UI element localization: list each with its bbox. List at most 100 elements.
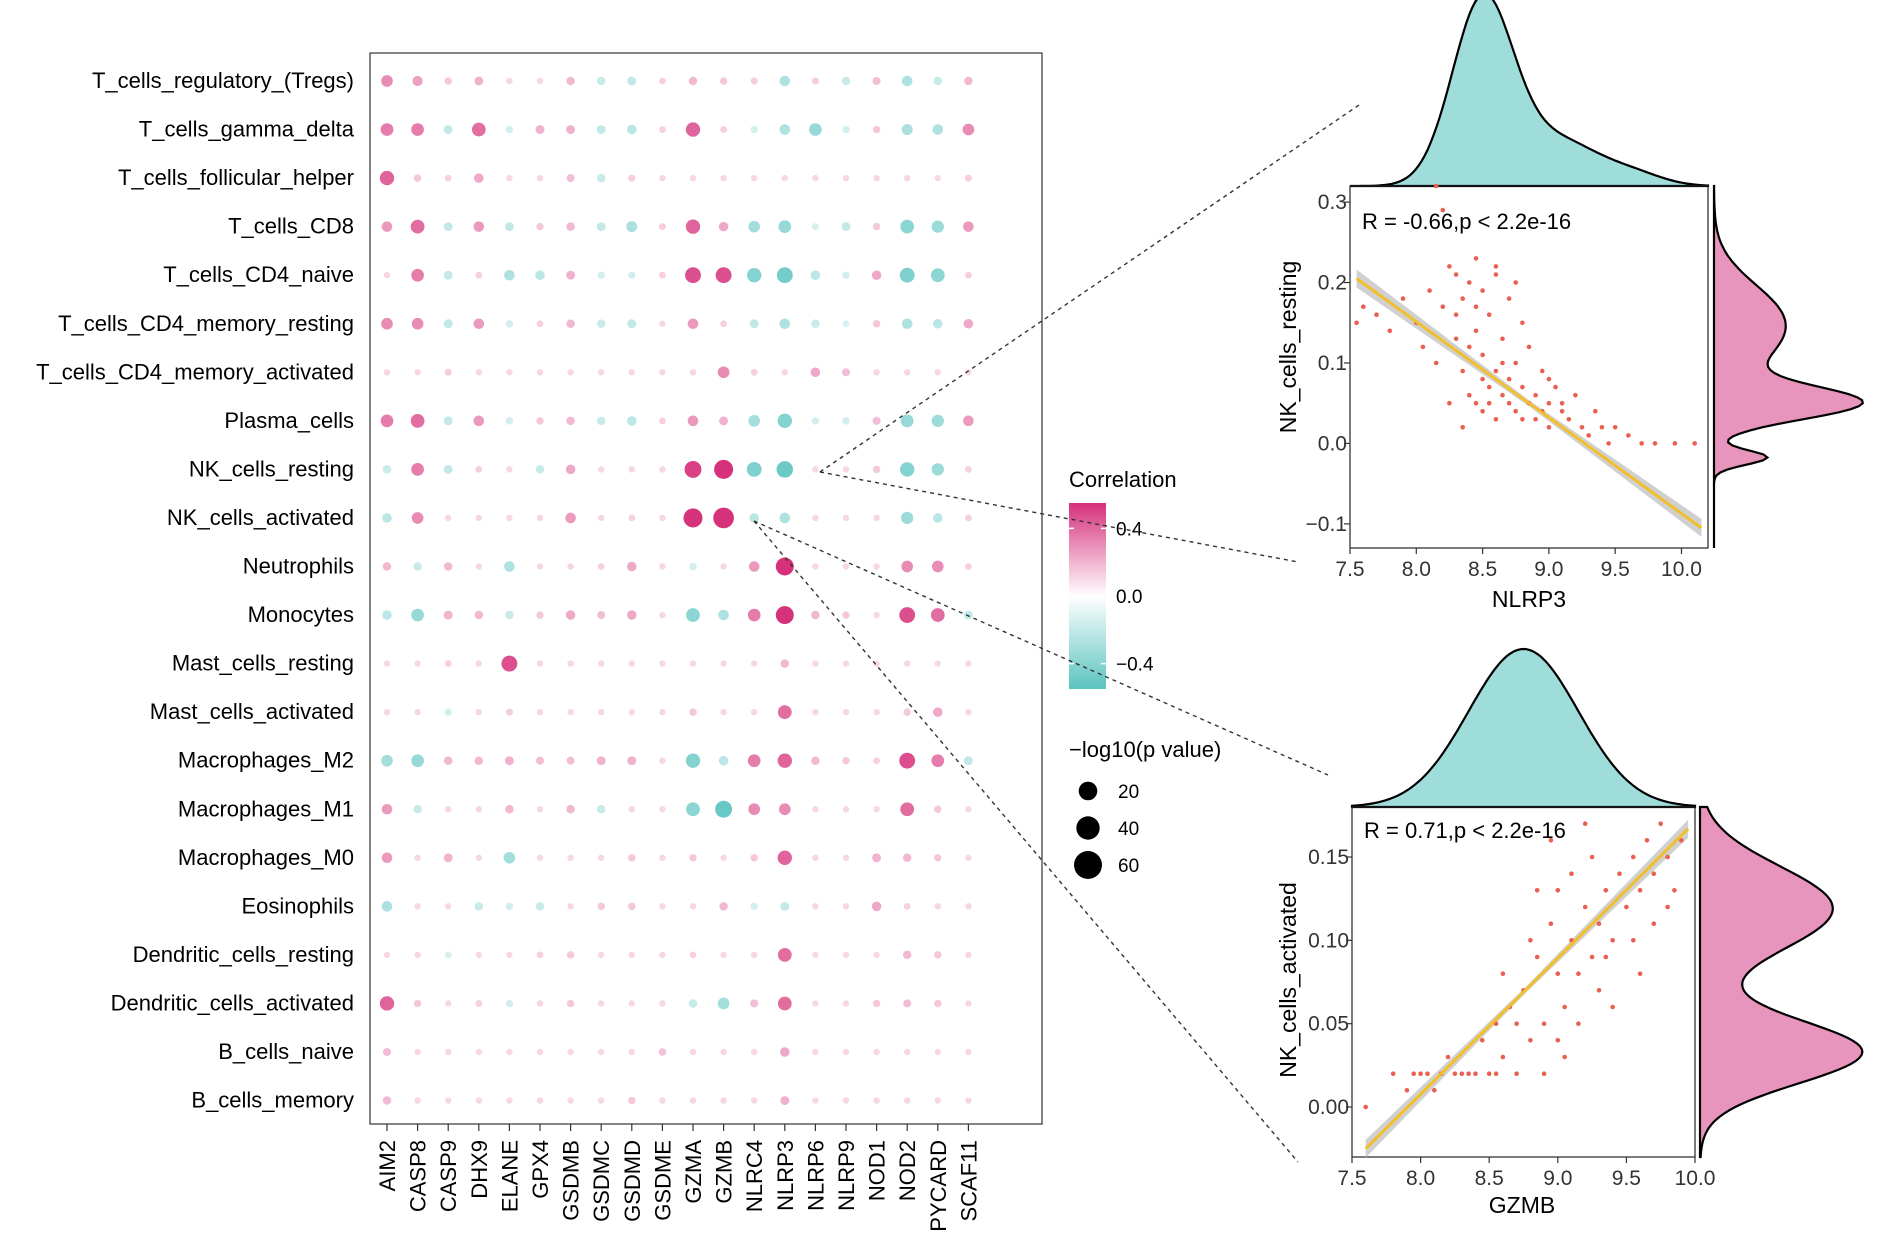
heatmap-dot: [780, 1096, 790, 1106]
scatter-point: [1672, 441, 1678, 446]
heatmap-dot: [381, 901, 393, 912]
heatmap-dot: [750, 999, 759, 1008]
heatmap-dot: [931, 754, 945, 768]
heatmap-dot: [780, 1047, 790, 1057]
heatmap-dot: [536, 320, 544, 328]
heatmap-dot: [934, 805, 942, 813]
heatmap-dot: [686, 802, 700, 817]
heatmap-dot: [536, 854, 544, 861]
heatmap-dot: [747, 268, 762, 283]
heatmap-dot: [872, 465, 881, 474]
x-tick-label: 10.0: [1675, 1167, 1716, 1190]
heatmap-dot: [658, 126, 666, 133]
heatmap-dot: [379, 170, 395, 186]
heatmap-dot: [567, 1097, 574, 1104]
heatmap-dot: [873, 174, 880, 182]
heatmap-dot: [842, 806, 850, 813]
heatmap-dot: [901, 75, 913, 87]
heatmap-dot: [873, 1048, 880, 1056]
y-tick-label: 0.15: [1308, 846, 1349, 869]
row-label: Macrophages_M1: [178, 796, 354, 821]
scatter-point: [1500, 360, 1505, 366]
heatmap-dot: [810, 367, 821, 378]
heatmap-dot: [842, 563, 850, 570]
heatmap-dot: [566, 416, 575, 426]
heatmap-dot: [536, 563, 544, 570]
heatmap-dot: [628, 174, 636, 182]
heatmap-dot: [566, 999, 575, 1008]
scatter-point: [1460, 425, 1465, 430]
heatmap-dot: [873, 708, 880, 716]
heatmap-dot: [506, 1097, 513, 1104]
heatmap-dot: [659, 1097, 666, 1104]
y-tick-label: −0.1: [1306, 513, 1347, 536]
heatmap-dot: [414, 369, 421, 376]
size-legend-label: 20: [1118, 782, 1139, 803]
heatmap-dot: [536, 708, 544, 716]
heatmap-dot: [567, 369, 574, 376]
heatmap-dot: [627, 416, 637, 426]
heatmap-dot: [842, 417, 850, 425]
heatmap-dot: [963, 318, 974, 329]
heatmap-dot: [872, 416, 881, 425]
heatmap-dot: [964, 514, 972, 522]
heatmap-dot: [383, 708, 391, 716]
heatmap-dot: [720, 660, 727, 667]
scatter-panel-nlrp3-nk-resting: 7.5 8.0 8.5 9.0 9.5 10.0 −0.1 0.0 0.1 0.2 0.3 R = …: [1275, 0, 1865, 612]
scatter-point: [1569, 871, 1574, 876]
heatmap-dot: [381, 852, 393, 864]
heatmap-dot: [444, 708, 452, 716]
heatmap-dot: [689, 660, 697, 667]
scatter-point: [1486, 384, 1492, 390]
scatter-point: [1540, 368, 1545, 374]
connector-line: [753, 520, 1299, 1163]
heatmap-dot: [719, 416, 729, 426]
heatmap-dot: [536, 951, 544, 959]
scatter-point: [1520, 320, 1525, 326]
y-tick-label: 0.3: [1318, 191, 1347, 214]
heatmap-dot: [779, 75, 791, 87]
heatmap-dot: [720, 854, 727, 861]
x-tick-label: 9.5: [1601, 558, 1630, 581]
heatmap-dot: [719, 902, 728, 911]
scatter-point: [1459, 1071, 1465, 1076]
heatmap-dot: [626, 221, 638, 233]
heatmap-dot: [720, 1048, 727, 1056]
heatmap-dot: [658, 1048, 667, 1056]
heatmap-dot: [812, 514, 819, 522]
scatter-point: [1493, 272, 1499, 277]
scatter-point: [1589, 854, 1595, 860]
scatter-point: [1433, 183, 1439, 189]
scatter-point: [1466, 1071, 1471, 1076]
heatmap-dot: [444, 174, 452, 182]
scatter-point: [1473, 1071, 1478, 1076]
heatmap-dot: [380, 123, 394, 136]
scatter-point: [1506, 376, 1512, 382]
heatmap-dot: [842, 1000, 850, 1007]
heatmap-dot: [474, 902, 484, 911]
heatmap-dot: [473, 221, 485, 232]
heatmap-dot: [842, 466, 850, 473]
scatter-point: [1665, 904, 1670, 910]
heatmap-dot: [931, 220, 944, 233]
heatmap-dot: [597, 563, 605, 570]
heatmap-dot: [382, 1096, 392, 1105]
correlation-legend-title: Correlation: [1069, 467, 1177, 492]
heatmap-dot: [720, 708, 727, 716]
heatmap-dot: [596, 173, 606, 183]
scatter-plot-border: [1349, 185, 1709, 549]
scatter-point: [1624, 904, 1629, 910]
scatter-point: [1546, 376, 1552, 382]
x-axis-label: NLRP3: [1492, 586, 1566, 612]
heatmap-dot: [444, 951, 452, 959]
heatmap-dot: [811, 319, 820, 328]
heatmap-dot: [380, 414, 394, 428]
heatmap-dot: [777, 753, 792, 768]
column-label: GZMA: [681, 1140, 706, 1204]
heatmap-dot: [475, 951, 482, 959]
heatmap-dot: [778, 803, 791, 816]
scatter-point: [1480, 1038, 1485, 1043]
heatmap-dot: [812, 563, 819, 570]
scatter-point: [1447, 264, 1452, 269]
